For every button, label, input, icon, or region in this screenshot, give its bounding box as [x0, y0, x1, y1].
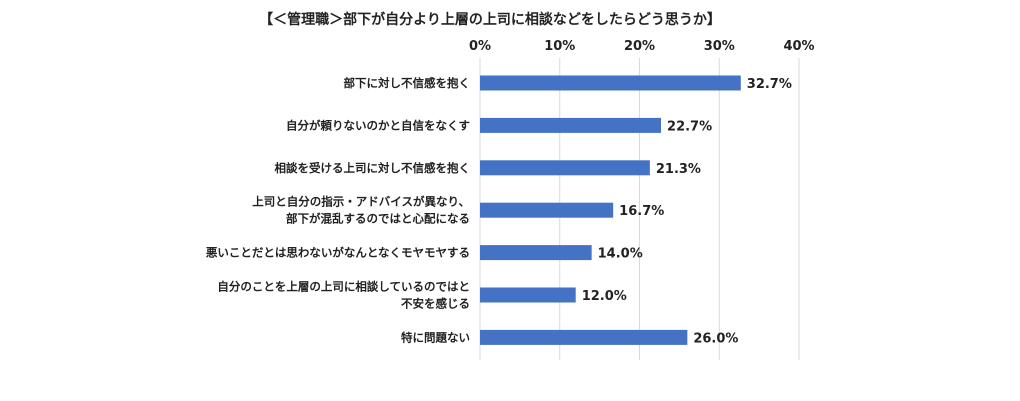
x-tick-label: 20% [624, 39, 655, 54]
category-label: 不安を感じる [401, 297, 470, 311]
bar [480, 160, 650, 176]
value-labels: 32.7% 22.7% 21.3% 16.7% 14.0% 12.0% 26.0% [582, 77, 792, 346]
value-label: 12.0% [582, 289, 627, 304]
value-label: 14.0% [598, 247, 643, 262]
value-label: 21.3% [656, 162, 701, 177]
category-label: 上司と自分の指示・アドバイスが異なり、 [252, 195, 470, 209]
category-label: 部下に対し不信感を抱く [344, 76, 471, 90]
x-tick-label: 40% [783, 39, 814, 54]
category-label: 悪いことだとは思わないがなんとなくモヤモヤする [206, 246, 470, 260]
gridlines [479, 58, 800, 360]
category-labels: 部下に対し不信感を抱く自分が頼りないのかと自信をなくす相談を受ける上司に対し不信… [206, 76, 470, 344]
category-label: 相談を受ける上司に対し不信感を抱く [275, 161, 471, 175]
x-tick-label: 30% [704, 39, 735, 54]
value-label: 16.7% [619, 204, 664, 219]
category-label: 自分が頼りないのかと自信をなくす [286, 118, 470, 132]
bar [480, 329, 688, 345]
value-label: 22.7% [667, 119, 712, 134]
x-axis-ticks: 0% 10% 20% 30% 40% [469, 39, 815, 54]
bar [480, 245, 592, 261]
category-label: 部下が混乱するのではと心配になる [286, 212, 470, 226]
bars [480, 75, 741, 345]
category-label: 特に問題ない [401, 330, 470, 344]
x-tick-label: 0% [469, 39, 491, 54]
bar [480, 117, 662, 133]
bar [480, 75, 741, 91]
x-tick-label: 10% [544, 39, 575, 54]
category-label: 自分のことを上層の上司に相談しているのではと [217, 280, 470, 294]
bar [480, 202, 614, 218]
value-label: 26.0% [693, 331, 738, 346]
value-label: 32.7% [747, 77, 792, 92]
bar [480, 287, 576, 303]
chart-title: 【＜管理職＞部下が自分より上層の上司に相談などをしたらどう思うか】 [259, 11, 721, 28]
